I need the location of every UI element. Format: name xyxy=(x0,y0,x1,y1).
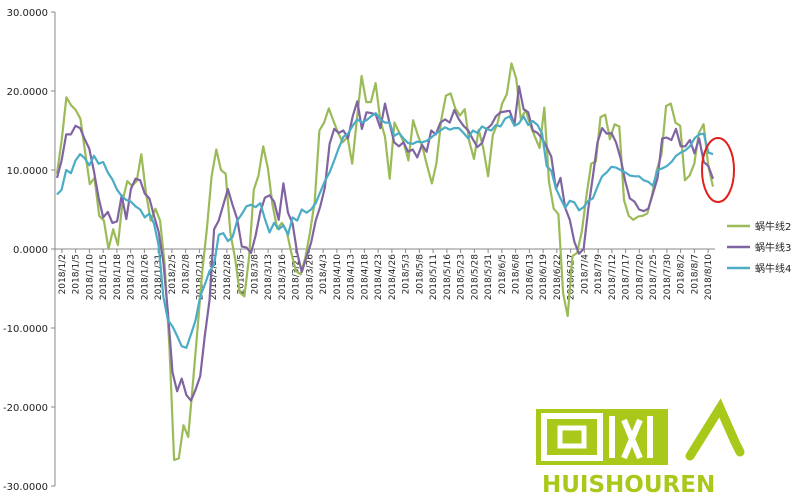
watermark-logo: HUISHOUREN xyxy=(536,398,745,498)
x-tick-label: 2018/2/23 xyxy=(209,254,219,300)
x-tick-label: 2018/1/10 xyxy=(85,254,95,300)
x-tick-label: 2018/3/13 xyxy=(264,254,274,300)
x-tick-label: 2018/4/10 xyxy=(333,254,343,300)
x-tick-label: 2018/7/4 xyxy=(580,254,590,295)
x-tick-label: 2018/5/23 xyxy=(457,254,467,300)
series-layer xyxy=(55,62,715,461)
x-tick-label: 2018/2/28 xyxy=(223,254,233,300)
x-axis: 2018/1/2 2018/1/5 2018/1/10 2018/1/15 2018/1… xyxy=(55,248,715,300)
legend: 蜗牛线2 蜗牛线3 蜗牛线4 xyxy=(727,220,791,275)
x-tick-label: 2018/1/2 xyxy=(58,254,68,294)
x-tick-label: 2018/4/26 xyxy=(388,254,398,300)
y-tick-label: 20.0000 xyxy=(7,87,48,98)
x-tick-label: 2018/2/13 xyxy=(195,254,205,300)
x-tick-label: 2018/4/13 xyxy=(347,254,357,300)
x-tick-label: 2018/7/17 xyxy=(622,254,632,300)
x-tick-label: 2018/5/3 xyxy=(402,254,412,294)
y-tick-label: -20.0000 xyxy=(3,403,48,414)
y-tick-label: -30.0000 xyxy=(3,482,48,493)
y-tick-label: 10.0000 xyxy=(7,166,48,177)
y-tick-label: 30.0000 xyxy=(7,8,48,19)
x-tick-label: 2018/1/26 xyxy=(140,254,150,300)
x-tick-label: 2018/6/5 xyxy=(498,254,508,294)
x-tick-label: 2018/7/25 xyxy=(649,254,659,300)
series-line-2 xyxy=(55,85,715,402)
y-axis: 30.0000 20.0000 10.0000 0.0000 -10.0000 -20.0… xyxy=(3,8,56,493)
legend-label: 蜗牛线3 xyxy=(755,241,791,254)
x-tick-label: 2018/3/8 xyxy=(250,254,260,295)
x-tick-label: 2018/5/11 xyxy=(429,254,439,300)
legend-label: 蜗牛线2 xyxy=(755,220,791,233)
x-tick-label: 2018/3/21 xyxy=(292,254,302,300)
x-tick-label: 2018/6/13 xyxy=(525,254,535,300)
x-tick-label: 2018/1/23 xyxy=(127,254,137,300)
x-tick-label: 2018/8/7 xyxy=(690,254,700,294)
legend-item-2: 蜗牛线3 xyxy=(727,241,791,254)
x-tick-label: 2018/4/3 xyxy=(319,254,329,294)
legend-label: 蜗牛线4 xyxy=(755,262,791,275)
x-tick-label: 2018/2/8 xyxy=(182,254,192,295)
x-tick-label: 2018/1/18 xyxy=(113,254,123,300)
x-tick-label: 2018/8/2 xyxy=(677,254,687,294)
x-tick-label: 2018/7/20 xyxy=(635,254,645,300)
watermark-text: HUISHOUREN xyxy=(542,472,715,498)
y-tick-label: -10.0000 xyxy=(3,324,48,335)
x-tick-label: 2018/6/22 xyxy=(553,254,563,300)
x-tick-label: 2018/1/15 xyxy=(99,254,109,300)
x-tick-label: 2018/3/16 xyxy=(278,254,288,300)
legend-item-1: 蜗牛线2 xyxy=(727,220,791,233)
x-tick-label: 2018/8/10 xyxy=(704,254,714,300)
x-tick-label: 2018/6/19 xyxy=(539,254,549,300)
x-tick-label: 2018/5/28 xyxy=(470,254,480,300)
x-tick-label: 2018/5/16 xyxy=(443,254,453,300)
x-tick-label: 2018/7/9 xyxy=(594,254,604,295)
x-tick-label: 2018/6/8 xyxy=(512,254,522,295)
series-line-3 xyxy=(56,111,714,349)
x-tick-label: 2018/7/30 xyxy=(663,254,673,300)
x-tick-label: 2018/4/18 xyxy=(360,254,370,300)
x-tick-label: 2018/5/31 xyxy=(484,254,494,300)
x-tick-label: 2018/3/5 xyxy=(237,254,247,294)
x-tick-label: 2018/1/5 xyxy=(72,254,82,294)
highlight-circle-annotation xyxy=(701,137,735,203)
legend-item-3: 蜗牛线4 xyxy=(727,262,791,275)
x-tick-label: 2018/7/12 xyxy=(608,254,618,300)
y-tick-label: 0.0000 xyxy=(13,245,48,256)
x-tick-label: 2018/4/23 xyxy=(374,254,384,300)
x-tick-label: 2018/3/26 xyxy=(305,254,315,300)
x-tick-label: 2018/5/8 xyxy=(415,254,425,295)
x-tick-label: 2018/2/5 xyxy=(168,254,178,294)
x-tick-label: 2018/1/31 xyxy=(154,254,164,300)
